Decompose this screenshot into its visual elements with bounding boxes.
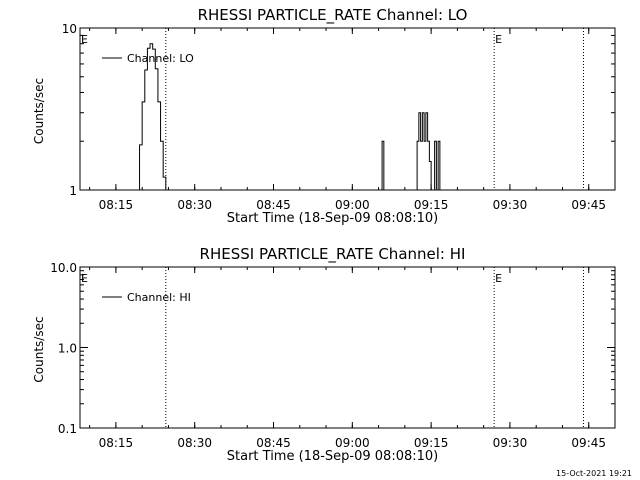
event-marker-label: E	[495, 272, 502, 285]
x-tick-label: 08:45	[256, 198, 291, 212]
series-line-2	[415, 112, 432, 191]
y-tick-label: 10.0	[50, 261, 77, 275]
y-tick-label: 1	[69, 184, 77, 198]
chart-panel-lo: RHESSI PARTICLE_RATE Channel: LO Start Ti…	[32, 6, 616, 226]
series-line-3	[432, 140, 441, 191]
x-tick-label: 09:00	[335, 198, 370, 212]
plot-frame	[79, 27, 616, 191]
event-marker-label: E	[81, 272, 88, 285]
x-tick-label: 09:15	[414, 198, 449, 212]
series-line-0	[136, 43, 167, 191]
x-tick-label: 08:15	[99, 198, 134, 212]
x-tick-label: 08:30	[177, 436, 212, 450]
x-tick-label: 08:15	[99, 436, 134, 450]
chart-panel-hi: RHESSI PARTICLE_RATE Channel: HI Start Ti…	[32, 245, 616, 464]
y-tick-label: 10	[62, 22, 77, 36]
x-tick-label: 08:30	[177, 198, 212, 212]
chart-title: RHESSI PARTICLE_RATE Channel: LO	[198, 6, 468, 25]
x-axis-label: Start Time (18-Sep-09 08:08:10)	[227, 449, 438, 464]
x-axis-label: Start Time (18-Sep-09 08:08:10)	[227, 211, 438, 226]
y-axis-label: Counts/sec	[32, 316, 46, 382]
timestamp-footer: 15-Oct-2021 19:21	[556, 469, 632, 478]
x-tick-label: 09:45	[571, 436, 606, 450]
x-tick-label: 09:30	[493, 436, 528, 450]
y-tick-label: 0.1	[58, 422, 77, 436]
x-tick-label: 09:00	[335, 436, 370, 450]
series-line-1	[380, 140, 385, 191]
y-tick-label: 1.0	[58, 342, 77, 356]
x-tick-label: 09:15	[414, 436, 449, 450]
legend-entry: Channel: HI	[127, 291, 191, 304]
x-tick-label: 09:45	[571, 198, 606, 212]
x-tick-label: 09:30	[493, 198, 528, 212]
event-marker-label: E	[495, 33, 502, 46]
legend-entry: Channel: LO	[127, 52, 194, 65]
x-tick-label: 08:45	[256, 436, 291, 450]
y-axis-label: Counts/sec	[32, 78, 46, 144]
event-marker-label: E	[81, 33, 88, 46]
chart-title: RHESSI PARTICLE_RATE Channel: HI	[200, 245, 466, 264]
